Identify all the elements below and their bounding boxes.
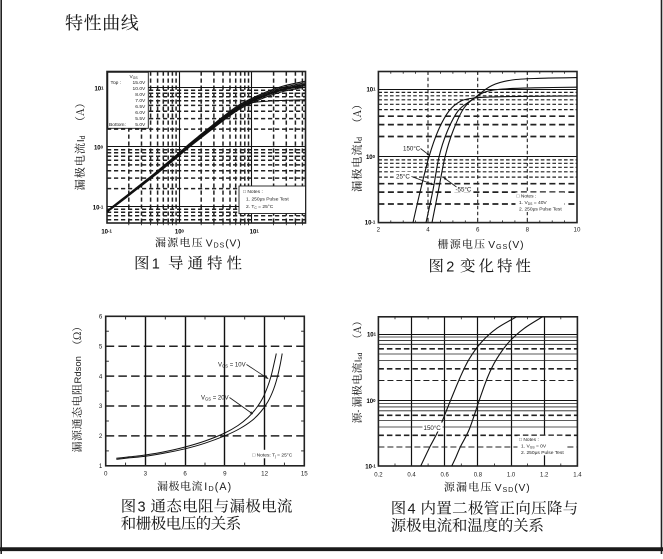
svg-text:10-1: 10-1 bbox=[365, 463, 376, 470]
svg-text:1.4: 1.4 bbox=[573, 473, 582, 479]
svg-text:4: 4 bbox=[99, 373, 103, 380]
svg-text:0.8: 0.8 bbox=[474, 473, 483, 479]
svg-text:6: 6 bbox=[183, 471, 187, 478]
svg-text:100: 100 bbox=[94, 144, 104, 151]
svg-text:4: 4 bbox=[408, 502, 416, 518]
svg-text:25°C: 25°C bbox=[396, 174, 410, 181]
svg-text:101: 101 bbox=[367, 331, 377, 338]
svg-text:1.0: 1.0 bbox=[507, 473, 516, 479]
svg-text:100: 100 bbox=[366, 154, 376, 161]
svg-text:0: 0 bbox=[104, 471, 108, 478]
svg-text:5.5V: 5.5V bbox=[135, 116, 146, 122]
svg-text:1. VDS = 40V: 1. VDS = 40V bbox=[519, 200, 547, 206]
svg-text:□ Notes :: □ Notes : bbox=[243, 189, 263, 195]
svg-text:7.0V: 7.0V bbox=[135, 98, 146, 104]
svg-text:100: 100 bbox=[175, 228, 185, 235]
svg-text:Id: Id bbox=[76, 135, 87, 142]
svg-text:□ Notes :: □ Notes : bbox=[519, 437, 539, 443]
svg-text:2: 2 bbox=[377, 227, 381, 234]
svg-text:15.0V: 15.0V bbox=[133, 80, 147, 86]
svg-text:10-1: 10-1 bbox=[365, 219, 376, 226]
svg-text:1.2: 1.2 bbox=[540, 473, 549, 479]
svg-text:0.2: 0.2 bbox=[374, 473, 383, 479]
svg-text:1: 1 bbox=[152, 257, 160, 273]
svg-text:-: - bbox=[353, 410, 363, 413]
svg-text:101: 101 bbox=[250, 228, 260, 235]
svg-text:6: 6 bbox=[99, 314, 103, 321]
svg-text:10-1: 10-1 bbox=[93, 204, 104, 211]
svg-text:2. TC = 25°C: 2. TC = 25°C bbox=[246, 204, 274, 210]
svg-text:2: 2 bbox=[446, 259, 454, 275]
svg-text:3: 3 bbox=[99, 403, 103, 410]
svg-text:3: 3 bbox=[138, 500, 146, 516]
svg-text:0.4: 0.4 bbox=[407, 473, 416, 479]
svg-text:101: 101 bbox=[94, 85, 104, 92]
svg-text:4: 4 bbox=[426, 227, 430, 234]
svg-text:6.0V: 6.0V bbox=[135, 110, 146, 116]
svg-text:VDS(V): VDS(V) bbox=[206, 238, 242, 249]
svg-text:VGS(V): VGS(V) bbox=[488, 240, 524, 251]
svg-text:VGS: VGS bbox=[130, 74, 139, 80]
svg-text:1: 1 bbox=[99, 463, 103, 470]
svg-text:15: 15 bbox=[301, 471, 308, 478]
svg-text:3: 3 bbox=[144, 471, 148, 478]
svg-text:101: 101 bbox=[366, 86, 376, 93]
svg-text:12: 12 bbox=[261, 471, 268, 478]
svg-text:2. 250μs Pulse Test: 2. 250μs Pulse Test bbox=[521, 450, 564, 456]
svg-text:□ Notes :: □ Notes : bbox=[517, 194, 537, 200]
svg-text:-55°C: -55°C bbox=[456, 187, 472, 194]
svg-text:VGS = 20V: VGS = 20V bbox=[201, 396, 229, 402]
svg-text:Top :: Top : bbox=[111, 80, 122, 86]
svg-text:8.0V: 8.0V bbox=[135, 92, 146, 98]
svg-text:Id: Id bbox=[353, 137, 364, 144]
svg-text:2. 250μs Pulse Test: 2. 250μs Pulse Test bbox=[519, 207, 562, 213]
svg-text:1. VGS = 0V: 1. VGS = 0V bbox=[521, 444, 547, 450]
svg-text:Bottom:: Bottom: bbox=[109, 122, 126, 128]
svg-text:VSD(V): VSD(V) bbox=[495, 483, 531, 494]
svg-text:2: 2 bbox=[99, 433, 103, 440]
svg-text:100: 100 bbox=[366, 398, 376, 405]
svg-text:6.5V: 6.5V bbox=[135, 104, 146, 110]
svg-text:9: 9 bbox=[223, 471, 227, 478]
svg-text:0.6: 0.6 bbox=[441, 473, 450, 479]
svg-text:Rdson: Rdson bbox=[73, 356, 84, 383]
svg-text:10.0V: 10.0V bbox=[133, 86, 147, 92]
svg-text:VGS = 10V: VGS = 10V bbox=[218, 363, 246, 369]
svg-text:150°C: 150°C bbox=[424, 425, 442, 432]
svg-text:8: 8 bbox=[526, 227, 530, 234]
svg-text:□ Notes: Tj = 25°C: □ Notes: Tj = 25°C bbox=[252, 452, 292, 458]
svg-text:ID(A): ID(A) bbox=[204, 481, 232, 493]
svg-text:150°C: 150°C bbox=[403, 146, 421, 153]
svg-text:5: 5 bbox=[99, 343, 103, 350]
svg-text:10-1: 10-1 bbox=[101, 228, 112, 235]
svg-text:5.0V: 5.0V bbox=[135, 122, 146, 128]
svg-text:1. 250μs Pulse Test: 1. 250μs Pulse Test bbox=[246, 197, 289, 203]
svg-text:6: 6 bbox=[476, 227, 480, 234]
svg-text:Isd: Isd bbox=[353, 352, 364, 362]
svg-text:10: 10 bbox=[574, 227, 581, 234]
